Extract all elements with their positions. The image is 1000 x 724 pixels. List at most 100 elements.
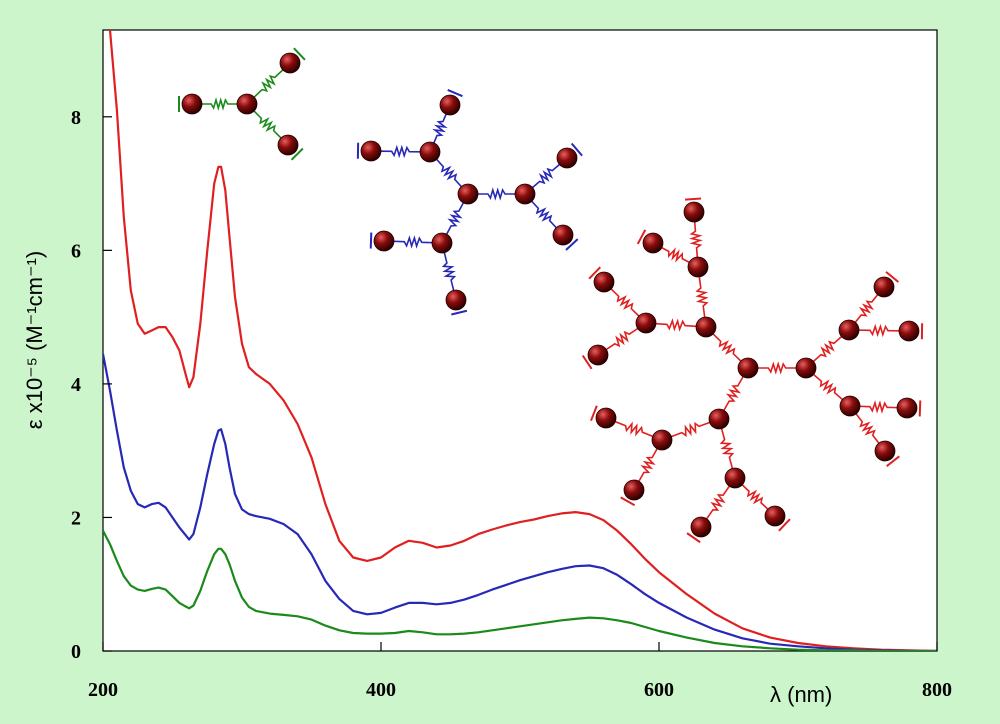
- molecule-node: [635, 312, 657, 334]
- series-line-1: [108, 30, 937, 651]
- spring-bond: [605, 417, 663, 441]
- molecule-node: [874, 440, 896, 462]
- x-axis-label: λ (nm): [770, 682, 832, 707]
- molecule-layer: [178, 47, 924, 544]
- molecule-node: [795, 357, 817, 379]
- spring-bond: [805, 367, 851, 407]
- spring-bond: [689, 211, 703, 268]
- end-cap: [778, 518, 791, 532]
- molecule-node: [737, 357, 759, 379]
- molecule-node: [873, 276, 895, 298]
- end-cap: [918, 400, 922, 417]
- y-tick-label: 4: [71, 374, 81, 396]
- spring-bond: [695, 266, 709, 328]
- spring-bond: [524, 157, 568, 195]
- molecule-node: [373, 230, 395, 252]
- molecule-node: [896, 397, 918, 419]
- molecule-node: [279, 52, 301, 74]
- spring-bond: [848, 323, 910, 338]
- end-cap: [886, 455, 900, 467]
- molecule-node: [724, 467, 746, 489]
- spring-bond: [849, 400, 908, 414]
- spring-bond: [705, 326, 749, 369]
- y-axis-label: ε x10⁻⁵ (M⁻¹cm⁻¹): [22, 251, 47, 429]
- molecule-node: [708, 408, 730, 430]
- molecule-node: [236, 93, 258, 115]
- end-cap: [565, 238, 579, 251]
- molecule-node: [457, 183, 479, 205]
- end-cap: [451, 309, 468, 316]
- molecule-node: [439, 94, 461, 116]
- end-cap: [588, 266, 602, 280]
- y-tick-label: 2: [71, 507, 81, 529]
- end-cap: [686, 532, 701, 544]
- y-tick-label: 8: [71, 107, 81, 129]
- spring-bond: [718, 367, 749, 420]
- spring-bond: [734, 477, 776, 517]
- molecule-node: [419, 141, 441, 163]
- molecule-node: [595, 407, 617, 429]
- end-cap: [290, 147, 304, 161]
- spring-bond: [246, 62, 291, 105]
- dendrimer-g3: [581, 197, 924, 544]
- spring-bond: [441, 242, 457, 301]
- spring-bond: [441, 193, 469, 244]
- molecule-node: [839, 395, 861, 417]
- molecule-node: [764, 505, 786, 527]
- plot-area-background: [102, 29, 938, 652]
- molecule-node: [360, 140, 382, 162]
- spring-bond: [633, 439, 663, 491]
- molecule-node: [587, 344, 609, 366]
- spring-bond: [468, 187, 525, 201]
- molecule-node: [838, 319, 860, 341]
- end-cap: [620, 496, 636, 507]
- y-tick-label: 0: [71, 641, 81, 663]
- x-tick-label: 800: [922, 679, 952, 701]
- molecule-node: [695, 316, 717, 338]
- spring-bond: [429, 151, 469, 195]
- molecule-node: [683, 201, 705, 223]
- molecule-node: [623, 479, 645, 501]
- series-line-2: [103, 353, 937, 651]
- spring-bond: [748, 361, 806, 375]
- end-cap: [590, 405, 598, 422]
- end-cap: [685, 197, 702, 201]
- molecule-node: [277, 134, 299, 156]
- x-tick-label: 600: [644, 679, 674, 701]
- molecule-node: [642, 232, 664, 254]
- end-cap: [636, 229, 647, 245]
- molecule-node: [687, 256, 709, 278]
- end-cap: [369, 232, 373, 249]
- spring-bond: [192, 97, 247, 111]
- spring-bond: [597, 322, 647, 356]
- molecule-node: [690, 516, 712, 538]
- spring-bond: [718, 418, 736, 479]
- molecule-node: [593, 271, 615, 293]
- end-cap: [885, 271, 900, 283]
- spring-bond: [383, 235, 443, 249]
- spring-bond: [524, 193, 564, 236]
- x-tick-label: 200: [88, 679, 118, 701]
- spring-bond: [645, 318, 707, 332]
- molecule-node: [651, 429, 673, 451]
- molecule-node: [556, 147, 578, 169]
- spring-bond: [246, 103, 289, 146]
- end-cap: [293, 47, 306, 61]
- y-tick-label: 6: [71, 240, 81, 262]
- spring-bond: [661, 418, 720, 441]
- spring-bond: [805, 329, 850, 369]
- molecule-node: [514, 183, 536, 205]
- molecule-node: [431, 232, 453, 254]
- spring-bond: [849, 405, 886, 452]
- spring-bond: [429, 104, 451, 153]
- molecule-node: [898, 320, 920, 342]
- molecule-node: [552, 224, 574, 246]
- end-cap: [570, 142, 583, 157]
- series-line-3: [103, 530, 937, 651]
- spring-bond: [603, 281, 647, 324]
- molecule-node: [445, 289, 467, 311]
- series-layer: [103, 30, 937, 651]
- spring-bond: [652, 242, 699, 268]
- dendrimer-g2: [356, 88, 583, 316]
